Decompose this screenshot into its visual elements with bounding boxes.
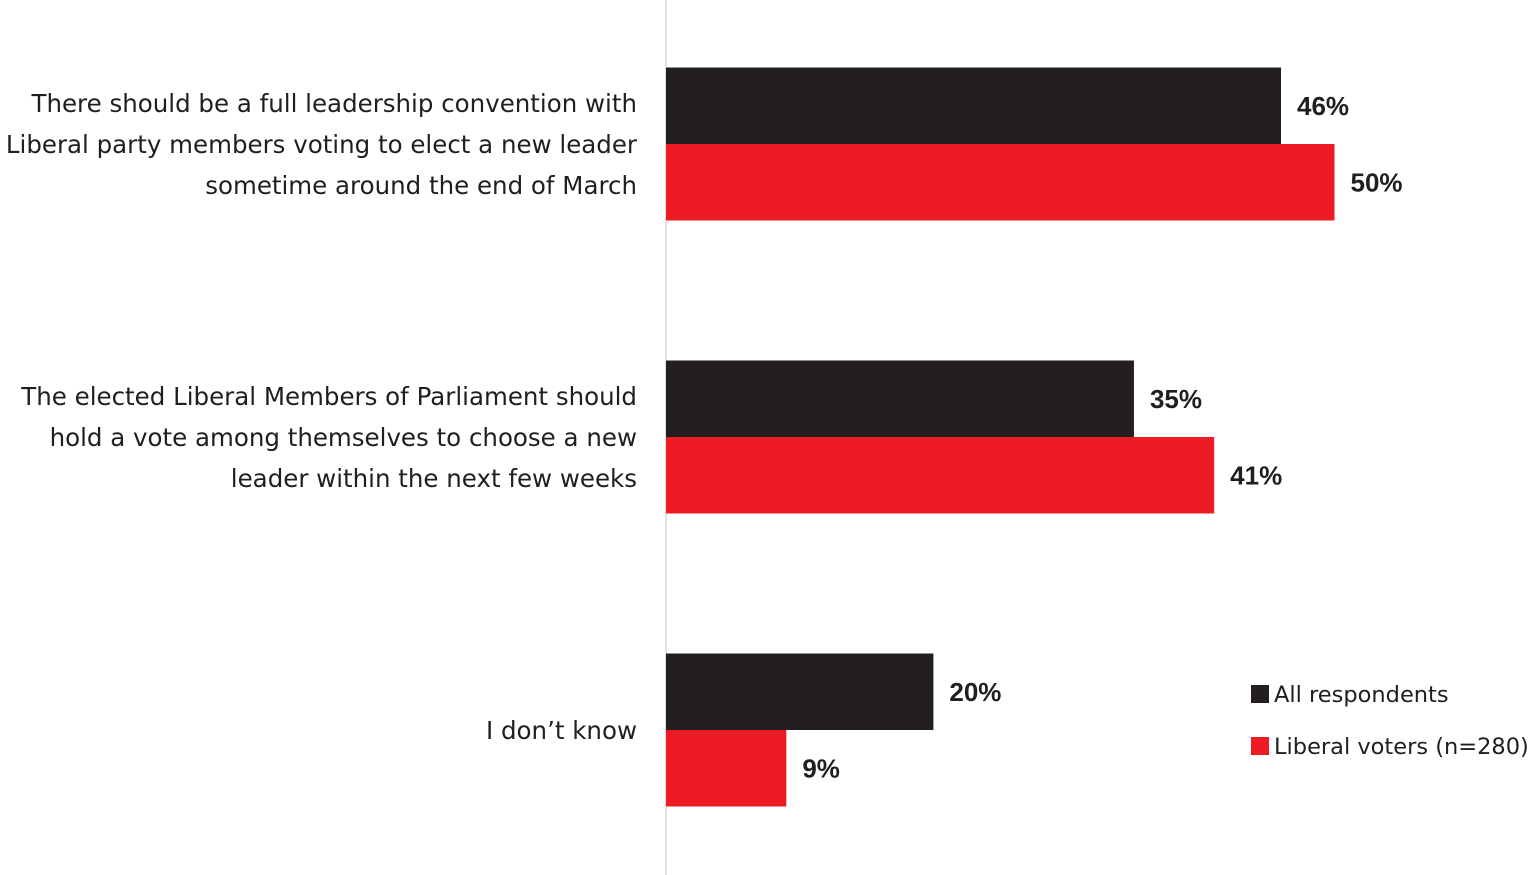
bar-all-respondents <box>666 68 1281 145</box>
category-label-line: The elected Liberal Members of Parliamen… <box>20 382 637 411</box>
legend-label: All respondents <box>1274 682 1449 708</box>
category-labels: There should be a full leadership conven… <box>6 89 638 745</box>
bar-liberal-voters <box>666 144 1335 221</box>
category-label: I don’t know <box>486 716 637 745</box>
category-label: The elected Liberal Members of Parliamen… <box>20 382 637 493</box>
category-label: There should be a full leadership conven… <box>6 89 638 200</box>
legend-swatch-all-respondents <box>1251 685 1269 703</box>
bar-all-respondents <box>666 654 933 731</box>
data-label: 9% <box>802 753 840 783</box>
bar-liberal-voters <box>666 437 1214 514</box>
category-label-line: leader within the next few weeks <box>231 464 637 493</box>
bar-liberal-voters <box>666 730 786 807</box>
data-label: 46% <box>1297 91 1349 121</box>
category-label-line: sometime around the end of March <box>205 171 637 200</box>
bar-all-respondents <box>666 361 1134 438</box>
legend: All respondents Liberal voters (n=280) <box>1251 682 1529 760</box>
legend-label: Liberal voters (n=280) <box>1274 734 1529 760</box>
data-label: 50% <box>1351 167 1403 197</box>
legend-swatch-liberal-voters <box>1251 737 1269 755</box>
category-label-line: hold a vote among themselves to choose a… <box>50 423 637 452</box>
category-label-line: Liberal party members voting to elect a … <box>6 130 638 159</box>
data-label: 35% <box>1150 384 1202 414</box>
data-label: 41% <box>1230 460 1282 490</box>
category-label-line: I don’t know <box>486 716 637 745</box>
data-label: 20% <box>949 677 1001 707</box>
category-label-line: There should be a full leadership conven… <box>30 89 637 118</box>
